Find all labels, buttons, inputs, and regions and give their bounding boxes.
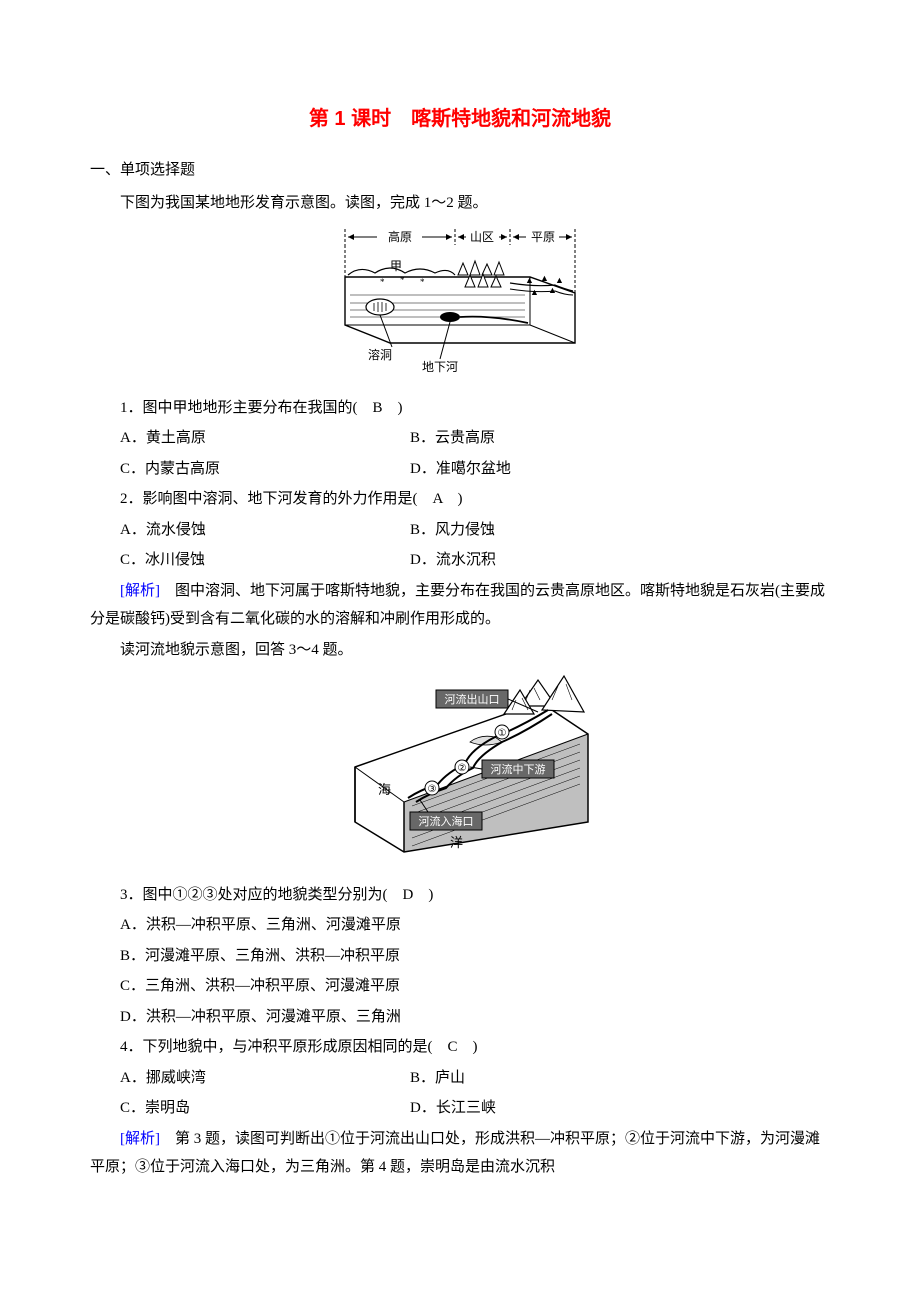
q4-options-row2: C．崇明岛 D．长江三峡 [90,1094,830,1123]
svg-text:▲: ▲ [525,275,534,285]
svg-text:*: * [420,277,425,287]
q2-opt-b: B．风力侵蚀 [410,516,830,545]
q4-opt-c: C．崇明岛 [120,1094,410,1123]
section-heading: 一、单项选择题 [90,156,830,185]
marker-2: ② [458,763,467,774]
label-underground-river: 地下河 [422,360,458,374]
q2-options-row1: A．流水侵蚀 B．风力侵蚀 [90,516,830,545]
label-plain: 平原 [531,230,555,244]
figure1-intro: 下图为我国某地地形发育示意图。读图，完成 1～2 题。 [90,189,830,218]
karst-diagram-svg: 高原 山区 平原 甲 [330,225,590,375]
q4-opt-b: B．庐山 [410,1064,830,1093]
svg-text:▲: ▲ [530,287,539,297]
worksheet-page: 第 1 课时 喀斯特地貌和河流地貌 一、单项选择题 下图为我国某地地形发育示意图… [0,0,920,1244]
q2-opt-d: D．流水沉积 [410,546,830,575]
analysis-1-label: [解析] [120,583,160,599]
q1-opt-b: B．云贵高原 [410,424,830,453]
q1-options-row2: C．内蒙古高原 D．准噶尔盆地 [90,455,830,484]
figure-2: ① ② ③ 海 洋 河流出山口 河流中下游 河流入海口 [90,672,830,873]
q3-opt-a: A．洪积—冲积平原、三角洲、河漫滩平原 [90,911,830,940]
label-jia: 甲 [390,259,402,273]
q3-stem: 3．图中①②③处对应的地貌类型分别为( D ) [90,881,830,910]
label-plateau: 高原 [388,229,412,244]
q3-opt-d: D．洪积—冲积平原、河漫滩平原、三角洲 [90,1003,830,1032]
label-mountain: 山区 [470,230,494,244]
label-sea: 海 [378,782,391,797]
label-ocean: 洋 [450,835,463,850]
q4-stem: 4．下列地貌中，与冲积平原形成原因相同的是( C ) [90,1033,830,1062]
svg-text:▲: ▲ [548,285,557,295]
marker-1: ① [498,728,507,739]
q4-options-row1: A．挪威峡湾 B．庐山 [90,1064,830,1093]
q1-opt-a: A．黄土高原 [120,424,410,453]
q2-opt-a: A．流水侵蚀 [120,516,410,545]
page-title: 第 1 课时 喀斯特地貌和河流地貌 [90,100,830,138]
q2-opt-c: C．冰川侵蚀 [120,546,410,575]
figure-1: 高原 山区 平原 甲 [90,225,830,386]
q1-options-row1: A．黄土高原 B．云贵高原 [90,424,830,453]
label-cave: 溶洞 [368,347,392,362]
analysis-1: [解析] 图中溶洞、地下河属于喀斯特地貌，主要分布在我国的云贵高原地区。喀斯特地… [90,577,830,634]
analysis-2-label: [解析] [120,1131,160,1147]
svg-text:▲: ▲ [540,273,549,283]
q2-options-row2: C．冰川侵蚀 D．流水沉积 [90,546,830,575]
q1-opt-d: D．准噶尔盆地 [410,455,830,484]
q3-opt-c: C．三角洲、洪积—冲积平原、河漫滩平原 [90,972,830,1001]
svg-text:*: * [380,277,385,287]
q2-stem: 2．影响图中溶洞、地下河发育的外力作用是( A ) [90,485,830,514]
q1-stem: 1．图中甲地地形主要分布在我国的( B ) [90,394,830,423]
q4-opt-a: A．挪威峡湾 [120,1064,410,1093]
q4-opt-d: D．长江三峡 [410,1094,830,1123]
svg-text:*: * [400,275,405,285]
river-diagram-svg: ① ② ③ 海 洋 河流出山口 河流中下游 河流入海口 [320,672,600,862]
marker-3: ③ [428,784,437,795]
analysis-2-text: 第 3 题，读图可判断出①位于河流出山口处，形成洪积—冲积平原；②位于河流中下游… [90,1131,820,1176]
svg-text:▲: ▲ [555,275,564,285]
label-outlet: 河流出山口 [445,692,500,706]
label-estuary: 河流入海口 [419,814,474,828]
analysis-1-text: 图中溶洞、地下河属于喀斯特地貌，主要分布在我国的云贵高原地区。喀斯特地貌是石灰岩… [90,583,825,628]
figure2-intro: 读河流地貌示意图，回答 3～4 题。 [90,636,830,665]
q3-opt-b: B．河漫滩平原、三角洲、洪积—冲积平原 [90,942,830,971]
analysis-2: [解析] 第 3 题，读图可判断出①位于河流出山口处，形成洪积—冲积平原；②位于… [90,1125,830,1182]
label-midlower: 河流中下游 [491,762,546,776]
q1-opt-c: C．内蒙古高原 [120,455,410,484]
